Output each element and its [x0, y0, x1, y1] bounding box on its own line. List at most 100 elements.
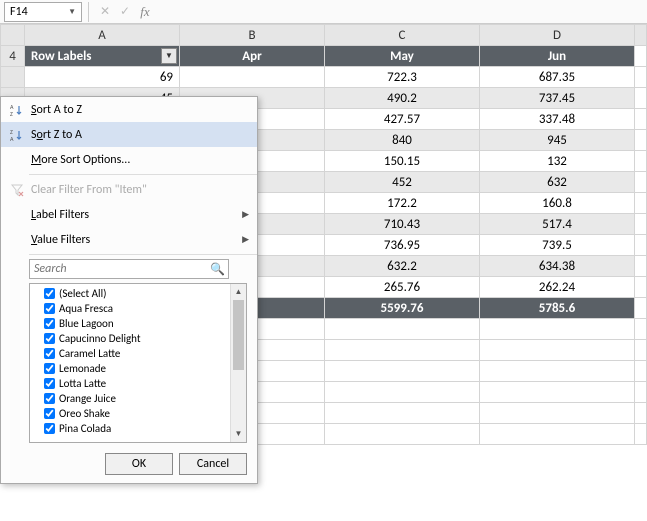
empty-cell[interactable] [325, 319, 480, 340]
filter-check-item[interactable]: Aqua Fresca [44, 301, 230, 316]
empty-cell[interactable] [480, 382, 635, 403]
col-header-b[interactable]: B [180, 25, 325, 46]
filter-search-input[interactable] [29, 259, 229, 279]
cell-d[interactable]: 262.24 [480, 277, 635, 298]
empty-cell[interactable] [635, 277, 647, 298]
cell-c[interactable]: 840 [325, 130, 480, 151]
empty-cell[interactable] [635, 193, 647, 214]
filter-check-item[interactable]: (Select All) [44, 286, 230, 301]
cell-c[interactable]: 490.2 [325, 88, 480, 109]
empty-cell[interactable] [635, 235, 647, 256]
chevron-down-icon[interactable]: ▼ [68, 7, 76, 17]
empty-cell[interactable] [635, 298, 647, 319]
empty-cell[interactable] [635, 319, 647, 340]
empty-cell[interactable] [325, 424, 480, 445]
empty-cell[interactable] [480, 361, 635, 382]
grand-total-d[interactable]: 5785.6 [480, 298, 635, 319]
empty-cell[interactable] [480, 319, 635, 340]
cell-c[interactable]: 722.3 [325, 67, 480, 88]
cell-c[interactable]: 427.57 [325, 109, 480, 130]
fx-icon[interactable]: fx [135, 4, 155, 20]
filter-check-item[interactable]: Orange Juice [44, 391, 230, 406]
empty-cell[interactable] [635, 172, 647, 193]
empty-cell[interactable] [635, 109, 647, 130]
empty-cell[interactable] [635, 214, 647, 235]
filter-check-item[interactable]: Lemonade [44, 361, 230, 376]
cell-d[interactable]: 945 [480, 130, 635, 151]
cell-b[interactable] [180, 67, 325, 88]
search-icon[interactable]: 🔍 [210, 262, 225, 277]
filter-check-item[interactable]: Caramel Latte [44, 346, 230, 361]
empty-cell[interactable] [635, 151, 647, 172]
filter-checkbox[interactable] [44, 318, 55, 329]
cell-c[interactable]: 736.95 [325, 235, 480, 256]
empty-cell[interactable] [635, 256, 647, 277]
empty-cell[interactable] [635, 88, 647, 109]
row-header[interactable] [1, 67, 25, 88]
cell-c[interactable]: 150.15 [325, 151, 480, 172]
empty-cell[interactable] [635, 67, 647, 88]
cell-d[interactable]: 687.35 [480, 67, 635, 88]
scroll-up-icon[interactable]: ▲ [231, 284, 246, 300]
empty-cell[interactable] [635, 403, 647, 424]
formula-input[interactable] [155, 2, 647, 22]
col-header-e[interactable] [635, 25, 647, 46]
grand-total-c[interactable]: 5599.76 [325, 298, 480, 319]
filter-checkbox[interactable] [44, 393, 55, 404]
row-header[interactable]: 4 [1, 46, 25, 67]
ok-button[interactable]: OK [105, 453, 173, 475]
cell-d[interactable]: 632 [480, 172, 635, 193]
empty-cell[interactable] [635, 361, 647, 382]
empty-cell[interactable] [635, 46, 647, 67]
filter-checkbox[interactable] [44, 303, 55, 314]
cell-d[interactable]: 634.38 [480, 256, 635, 277]
label-filters-item[interactable]: Label Filters ▶ [1, 202, 257, 227]
empty-cell[interactable] [635, 130, 647, 151]
filter-check-item[interactable]: Blue Lagoon [44, 316, 230, 331]
col-header-a[interactable]: A [25, 25, 180, 46]
empty-cell[interactable] [325, 361, 480, 382]
empty-cell[interactable] [325, 403, 480, 424]
empty-cell[interactable] [635, 382, 647, 403]
scroll-down-icon[interactable]: ▼ [231, 426, 246, 442]
empty-cell[interactable] [325, 382, 480, 403]
empty-cell[interactable] [635, 424, 647, 445]
value-filters-item[interactable]: Value Filters ▶ [1, 227, 257, 252]
cell-d[interactable]: 337.48 [480, 109, 635, 130]
cell-b-partial[interactable]: 69 [25, 67, 180, 88]
filter-checkbox[interactable] [44, 408, 55, 419]
checklist-body[interactable]: (Select All)Aqua FrescaBlue LagoonCapuci… [30, 284, 230, 442]
scroll-track[interactable] [231, 370, 246, 426]
empty-cell[interactable] [635, 340, 647, 361]
cell-c[interactable]: 172.2 [325, 193, 480, 214]
scroll-thumb[interactable] [233, 300, 244, 370]
filter-check-item[interactable]: Oreo Shake [44, 406, 230, 421]
filter-checkbox[interactable] [44, 378, 55, 389]
cell-c[interactable]: 632.2 [325, 256, 480, 277]
cell-d[interactable]: 737.45 [480, 88, 635, 109]
checklist-scrollbar[interactable]: ▲ ▼ [230, 284, 246, 442]
cancel-button[interactable]: Cancel [179, 453, 247, 475]
sort-za-item[interactable]: ZA Sort Z to A [1, 122, 257, 147]
empty-cell[interactable] [480, 340, 635, 361]
col-header-c[interactable]: C [325, 25, 480, 46]
more-sort-item[interactable]: More Sort Options... [1, 147, 257, 172]
empty-cell[interactable] [480, 403, 635, 424]
empty-cell[interactable] [480, 424, 635, 445]
filter-checkbox[interactable] [44, 363, 55, 374]
cell-c[interactable]: 452 [325, 172, 480, 193]
filter-checkbox[interactable] [44, 423, 55, 434]
filter-check-item[interactable]: Pina Colada [44, 421, 230, 436]
cell-c[interactable]: 265.76 [325, 277, 480, 298]
select-all-corner[interactable] [1, 25, 25, 46]
empty-cell[interactable] [325, 340, 480, 361]
name-box[interactable]: F14 ▼ [4, 2, 82, 22]
filter-dropdown-button[interactable]: ▼ [161, 48, 177, 64]
filter-check-item[interactable]: Lotta Latte [44, 376, 230, 391]
cell-d[interactable]: 160.8 [480, 193, 635, 214]
cell-c[interactable]: 710.43 [325, 214, 480, 235]
filter-checkbox[interactable] [44, 288, 55, 299]
cell-d[interactable]: 739.5 [480, 235, 635, 256]
cell-d[interactable]: 517.4 [480, 214, 635, 235]
filter-check-item[interactable]: Capucinno Delight [44, 331, 230, 346]
